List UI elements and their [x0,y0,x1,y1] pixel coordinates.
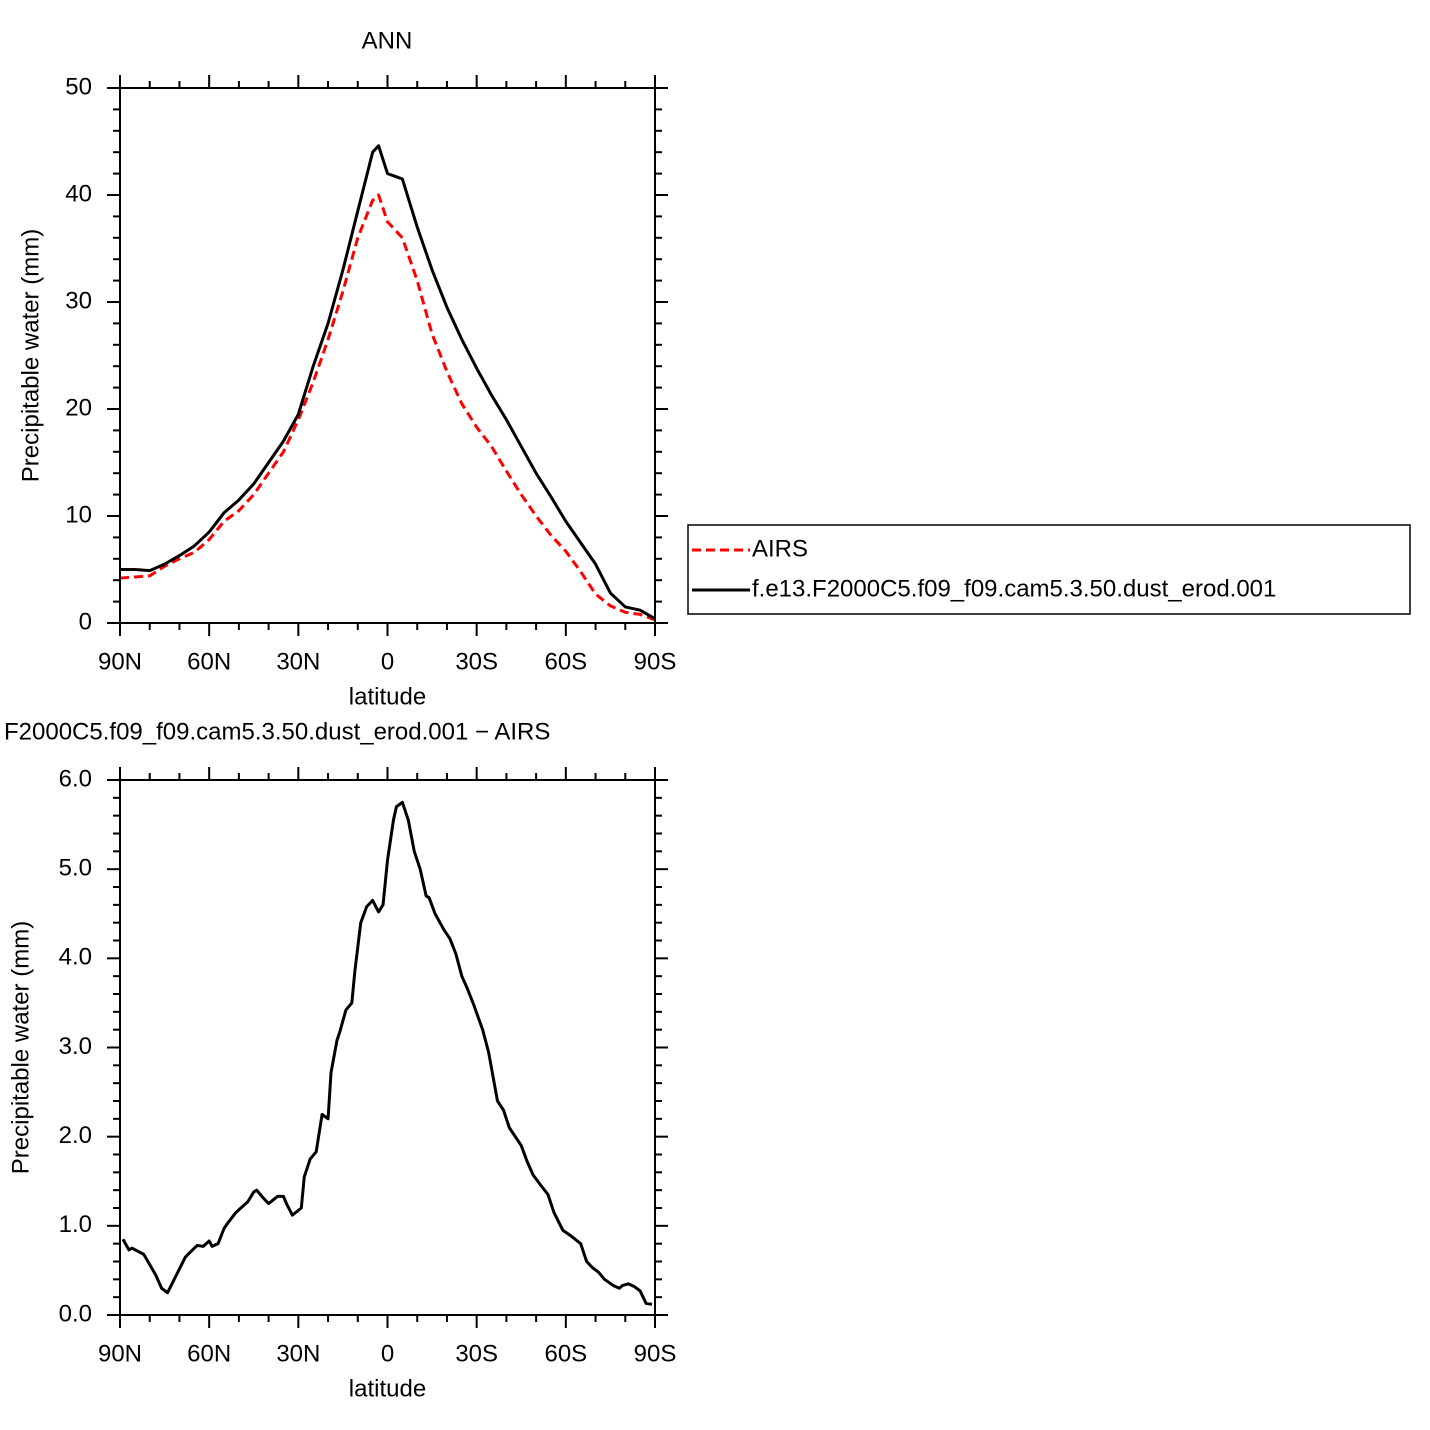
x-tick-label: 60N [187,1340,231,1367]
y-tick-label: 30 [65,287,92,314]
x-tick-label: 60N [187,648,231,675]
y-tick-label: 4.0 [59,944,92,971]
x-tick-label: 90N [98,1340,142,1367]
data-line [120,144,656,621]
x-axis-label: latitude [349,683,426,710]
x-tick-label: 90N [98,648,142,675]
y-tick-label: 2.0 [59,1122,92,1149]
x-tick-label: 30S [455,648,498,675]
legend-label: AIRS [752,535,808,562]
y-tick-label: 5.0 [59,855,92,882]
y-tick-label: 10 [65,501,92,528]
legend-box [687,524,1411,615]
y-axis-label: Precipitable water (mm) [17,229,44,482]
y-tick-label: 40 [65,180,92,207]
y-axis-label: Precipitable water (mm) [7,921,34,1174]
y-tick-label: 0.0 [59,1300,92,1327]
chart-title: F2000C5.f09_f09.cam5.3.50.dust_erod.001 … [4,718,550,745]
x-axis-label: latitude [349,1375,426,1402]
data-line [121,800,653,1306]
x-tick-label: 60S [544,1340,587,1367]
plot-frame [119,87,656,624]
x-tick-label: 0 [381,648,394,675]
x-tick-label: 90S [634,1340,677,1367]
y-tick-label: 1.0 [59,1211,92,1238]
y-tick-label: 3.0 [59,1033,92,1060]
x-tick-label: 30S [455,1340,498,1367]
data-line [119,193,656,622]
x-tick-label: 30N [276,648,320,675]
x-tick-label: 30N [276,1340,320,1367]
y-tick-label: 20 [65,394,92,421]
y-tick-label: 50 [65,73,92,100]
x-tick-label: 60S [544,648,587,675]
y-tick-label: 6.0 [59,765,92,792]
x-tick-label: 90S [634,648,677,675]
x-tick-label: 0 [381,1340,394,1367]
y-tick-label: 0 [79,608,92,635]
legend-label: f.e13.F2000C5.f09_f09.cam5.3.50.dust_ero… [752,575,1276,602]
plot-frame [119,779,656,1316]
chart-title: ANN [362,27,413,54]
